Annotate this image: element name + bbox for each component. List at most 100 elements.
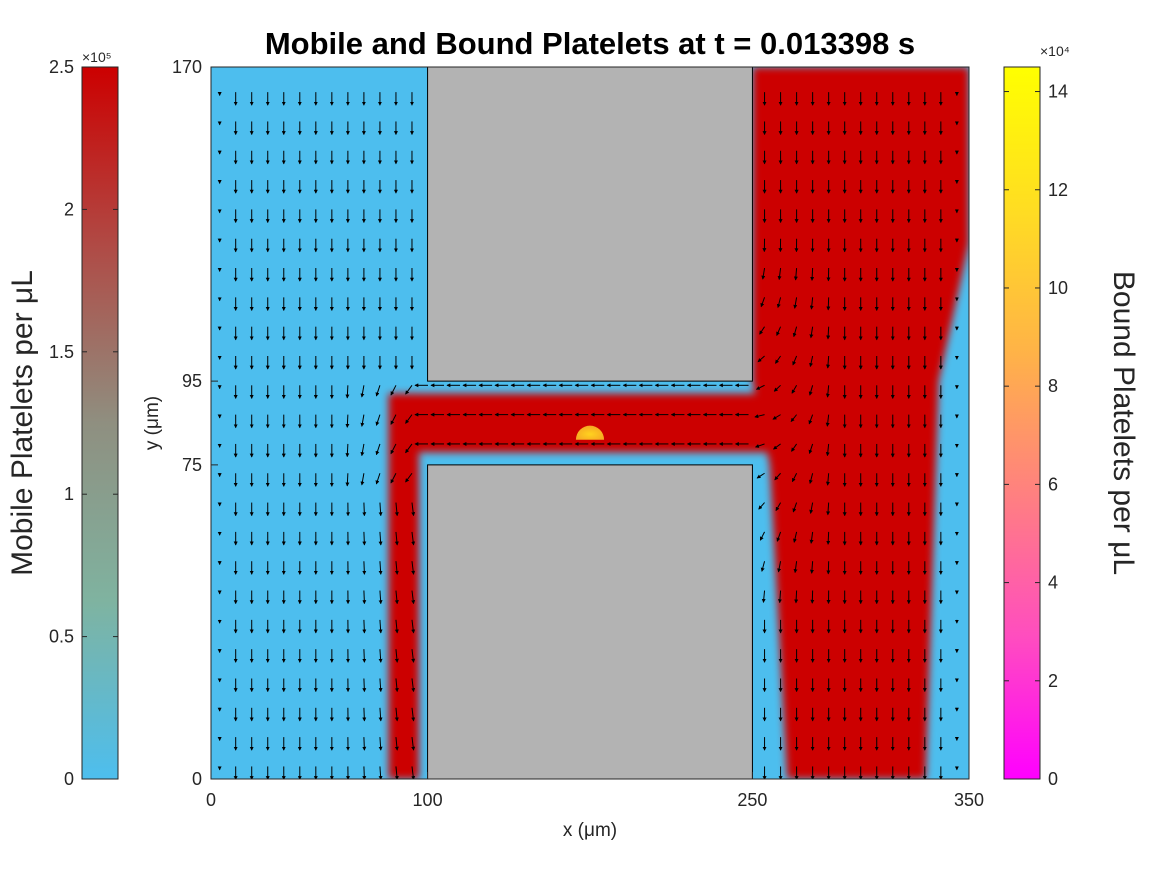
velocity-arrow-271 — [394, 561, 399, 575]
velocity-arrow-227 — [360, 443, 365, 457]
velocity-arrow-457 — [808, 473, 814, 484]
plot-frame — [210, 66, 970, 780]
velocity-arrow-459 — [808, 414, 814, 425]
velocity-arrow-298 — [405, 472, 413, 483]
velocity-arrow-439 — [793, 297, 798, 309]
velocity-arrow-224 — [362, 531, 367, 546]
velocity-arrow-244 — [378, 649, 383, 663]
velocity-arrow-243 — [378, 678, 383, 693]
velocity-arrow-485 — [826, 355, 831, 369]
velocity-arrow-461 — [809, 355, 814, 368]
velocity-arrow-429 — [794, 590, 799, 604]
velocity-arrow-416 — [777, 267, 782, 281]
velocity-arrow-432 — [792, 502, 798, 513]
colorbar-tick-label: 4 — [1048, 573, 1058, 593]
velocity-arrow-435 — [790, 414, 798, 423]
colorbar-tick-label: 1.5 — [49, 342, 74, 362]
velocity-arrow-430 — [793, 561, 798, 574]
velocity-arrow-269 — [394, 619, 399, 634]
velocity-arrow-297 — [411, 502, 416, 517]
colorbar-tick-label: 2 — [1048, 671, 1058, 691]
colorbar-tick-label: 8 — [1048, 376, 1058, 396]
velocity-arrow-295 — [411, 561, 416, 575]
velocity-arrow-218 — [362, 707, 367, 722]
velocity-arrow-222 — [362, 590, 367, 605]
mobile-colorbar-gradient — [81, 66, 119, 780]
velocity-arrow-410 — [773, 443, 781, 450]
velocity-arrow-228 — [360, 414, 365, 427]
velocity-arrow-479 — [826, 531, 831, 545]
velocity-arrow-382 — [760, 561, 766, 572]
mobile-colorbar: 0 0.5 1 1.5 2 2.5 ×10⁵ Mobile Platelets per μ… — [6, 49, 119, 789]
colorbar-tick-label: 10 — [1048, 278, 1068, 298]
velocity-arrow-389 — [757, 355, 765, 363]
x-tick-label: 250 — [737, 790, 767, 810]
velocity-arrow-415 — [776, 297, 782, 309]
channel-band — [388, 393, 775, 453]
velocity-arrow-405 — [777, 590, 782, 604]
velocity-arrow-483 — [825, 414, 830, 427]
velocity-arrow-462 — [809, 326, 814, 339]
walls — [427, 67, 753, 779]
velocity-arrow-406 — [777, 561, 782, 573]
velocity-arrow-412 — [773, 384, 781, 392]
y-tick-label: 0 — [192, 769, 202, 789]
velocity-arrow-384 — [758, 502, 765, 510]
velocity-arrow-388 — [755, 384, 765, 390]
velocity-arrow-272 — [394, 531, 399, 546]
velocity-arrow-436 — [791, 385, 798, 394]
chart-title: Mobile and Bound Platelets at t = 0.0133… — [265, 26, 915, 61]
velocity-arrow-264 — [394, 766, 399, 779]
velocity-arrow-433 — [791, 473, 798, 483]
velocity-arrow-270 — [394, 590, 399, 605]
velocity-arrow-220 — [362, 649, 367, 663]
velocity-arrow-460 — [808, 385, 814, 396]
velocity-arrow-434 — [791, 443, 798, 452]
velocity-arrow-216 — [362, 766, 367, 779]
velocity-arrow-203 — [345, 443, 350, 458]
colorbar-tick-label: 6 — [1048, 474, 1058, 494]
velocity-arrow-223 — [362, 561, 367, 575]
velocity-arrow-290 — [411, 707, 416, 722]
velocity-arrow-300 — [405, 414, 413, 424]
colorbar-tick-label: 0 — [1048, 769, 1058, 789]
velocity-arrow-217 — [362, 737, 367, 751]
velocity-arrow-202 — [345, 473, 350, 487]
velocity-arrow-385 — [756, 472, 765, 479]
velocity-arrow-431 — [793, 531, 798, 543]
velocity-arrow-267 — [394, 678, 399, 693]
velocity-arrow-249 — [378, 502, 383, 517]
velocity-arrow-458 — [808, 443, 814, 455]
velocity-arrow-481 — [825, 473, 830, 486]
velocity-arrow-275 — [390, 443, 397, 455]
mobile-colorbar-multiplier: ×10⁵ — [82, 49, 112, 65]
velocity-arrow-292 — [411, 649, 416, 663]
velocity-arrow-486 — [826, 326, 831, 340]
velocity-arrow-464 — [810, 268, 815, 281]
velocity-arrow-288 — [411, 766, 416, 779]
velocity-arrow-383 — [759, 531, 766, 541]
velocity-arrow-276 — [390, 414, 397, 425]
velocity-arrow-480 — [826, 502, 831, 516]
velocity-arrow-390 — [759, 326, 765, 335]
left-column — [388, 393, 419, 779]
bound-colorbar-gradient — [1003, 66, 1041, 780]
velocity-arrow-440 — [793, 267, 798, 281]
velocity-arrow-225 — [362, 502, 367, 517]
velocity-arrow-246 — [378, 590, 383, 605]
wall-block-0 — [427, 67, 753, 382]
velocity-arrow-250 — [375, 473, 381, 485]
bound-platelet-clot — [575, 425, 605, 440]
y-tick-label: 95 — [182, 371, 202, 391]
velocity-arrow-294 — [411, 590, 416, 605]
clot-shape — [575, 425, 605, 440]
bound-colorbar-label: Bound Platelets per μL — [1107, 271, 1140, 575]
velocity-arrow-221 — [362, 619, 367, 634]
velocity-arrow-408 — [775, 502, 782, 512]
velocity-arrow-248 — [378, 531, 383, 546]
velocity-arrow-463 — [809, 297, 814, 310]
velocity-arrow-407 — [776, 531, 782, 542]
velocity-arrow-219 — [362, 678, 367, 693]
x-tick-label: 100 — [413, 790, 443, 810]
